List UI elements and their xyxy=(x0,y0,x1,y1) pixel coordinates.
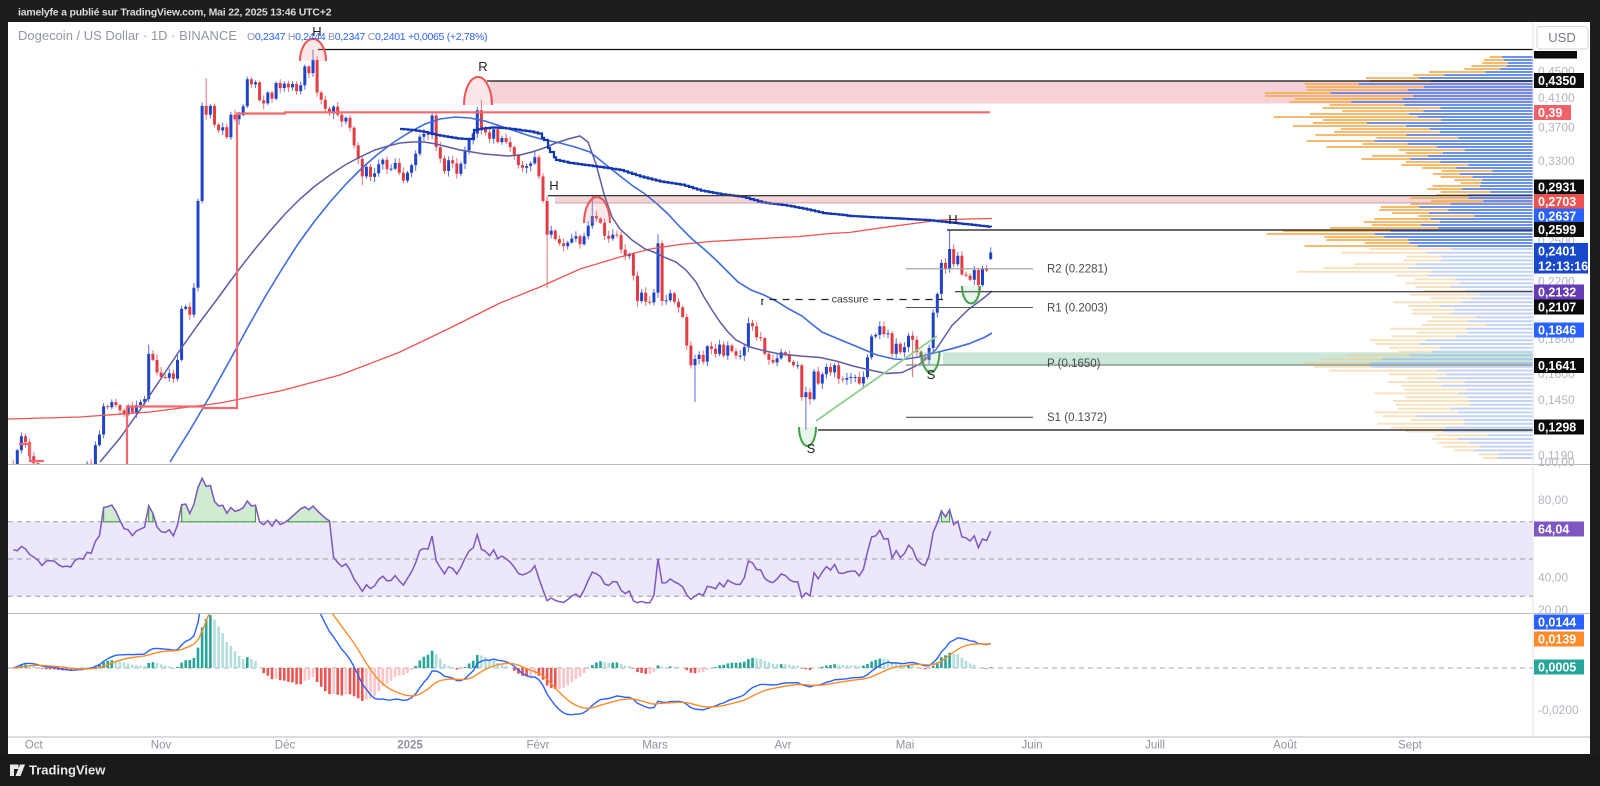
svg-text:0,0139: 0,0139 xyxy=(1538,632,1576,646)
svg-text:100,00: 100,00 xyxy=(1538,455,1575,469)
svg-text:12:13:16: 12:13:16 xyxy=(1538,260,1588,274)
svg-text:2025: 2025 xyxy=(397,740,423,752)
svg-text:iamelyfe a publié sur TradingV: iamelyfe a publié sur TradingView.com, M… xyxy=(18,7,332,19)
svg-text:20,00: 20,00 xyxy=(1538,603,1568,617)
svg-text:40,00: 40,00 xyxy=(1538,571,1568,585)
svg-text:R: R xyxy=(478,59,487,74)
svg-text:Sept: Sept xyxy=(1398,740,1422,752)
svg-text:S1 (0.1372): S1 (0.1372) xyxy=(1047,412,1107,424)
svg-text:Dogecoin / US Dollar · 1D · BI: Dogecoin / US Dollar · 1D · BINANCE xyxy=(18,28,237,43)
svg-text:S: S xyxy=(927,367,936,382)
svg-text:0,2132: 0,2132 xyxy=(1538,285,1576,299)
svg-text:Févr: Févr xyxy=(527,740,550,752)
svg-text:Août: Août xyxy=(1273,740,1297,752)
svg-text:Juin: Juin xyxy=(1021,740,1042,752)
svg-text:TradingView: TradingView xyxy=(29,763,106,778)
svg-text:0,2599: 0,2599 xyxy=(1538,223,1576,237)
svg-text:0,4100: 0,4100 xyxy=(1538,91,1575,105)
svg-text:0,4350: 0,4350 xyxy=(1538,74,1576,88)
svg-text:Mai: Mai xyxy=(896,740,915,752)
svg-text:0,1298: 0,1298 xyxy=(1538,420,1576,434)
svg-text:S: S xyxy=(807,441,816,456)
svg-text:P (0.1650): P (0.1650) xyxy=(1047,358,1101,370)
svg-text:0,1641: 0,1641 xyxy=(1538,359,1576,373)
svg-text:Nov: Nov xyxy=(151,740,172,752)
svg-text:Déc: Déc xyxy=(275,740,296,752)
svg-text:0,1450: 0,1450 xyxy=(1538,393,1575,407)
svg-text:Juill: Juill xyxy=(1145,740,1165,752)
svg-text:0,3300: 0,3300 xyxy=(1538,154,1575,168)
svg-text:Avr: Avr xyxy=(774,740,791,752)
svg-text:R1 (0.2003): R1 (0.2003) xyxy=(1047,303,1108,315)
svg-text:-0,0200: -0,0200 xyxy=(1538,703,1579,717)
svg-text:0,39: 0,39 xyxy=(1538,106,1562,120)
svg-text:H: H xyxy=(312,24,321,39)
svg-text:cassure: cassure xyxy=(832,294,869,306)
svg-text:0,2107: 0,2107 xyxy=(1538,300,1576,314)
svg-text:0,2703: 0,2703 xyxy=(1538,195,1576,209)
svg-text:0,3700: 0,3700 xyxy=(1538,121,1575,135)
svg-text:0,2637: 0,2637 xyxy=(1538,209,1576,223)
svg-text:H: H xyxy=(549,178,558,193)
svg-text:0,2401: 0,2401 xyxy=(1538,245,1576,259)
svg-text:Oct: Oct xyxy=(25,740,44,752)
svg-text:Mars: Mars xyxy=(642,740,668,752)
svg-text:USD: USD xyxy=(1548,30,1575,45)
svg-text:0,1846: 0,1846 xyxy=(1538,323,1576,337)
svg-text:64,04: 64,04 xyxy=(1538,522,1569,536)
svg-text:R2 (0.2281): R2 (0.2281) xyxy=(1047,264,1108,276)
svg-text:0,0005: 0,0005 xyxy=(1538,660,1576,674)
svg-text:O0,2347 H0,2444 B0,2347 C0,240: O0,2347 H0,2444 B0,2347 C0,2401 +0,0065 … xyxy=(247,31,487,43)
svg-text:H: H xyxy=(948,212,957,227)
svg-text:0,1190: 0,1190 xyxy=(1538,449,1574,463)
svg-text:0,2931: 0,2931 xyxy=(1538,180,1576,194)
svg-text:0,0144: 0,0144 xyxy=(1538,615,1576,629)
svg-text:80,00: 80,00 xyxy=(1538,493,1568,507)
